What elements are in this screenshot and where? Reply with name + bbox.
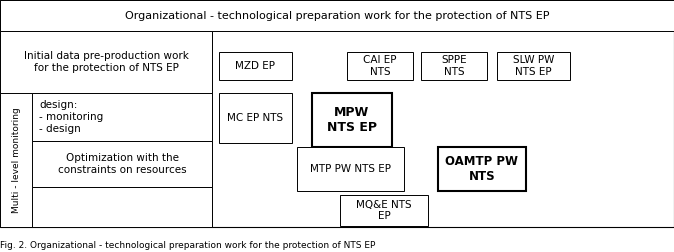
FancyBboxPatch shape <box>438 147 526 191</box>
Text: MQ&E NTS
EP: MQ&E NTS EP <box>357 200 412 221</box>
FancyBboxPatch shape <box>32 141 212 187</box>
Text: MC EP NTS: MC EP NTS <box>227 113 284 123</box>
FancyBboxPatch shape <box>219 52 292 80</box>
FancyBboxPatch shape <box>0 31 212 227</box>
Text: SPPE
NTS: SPPE NTS <box>441 55 467 77</box>
FancyBboxPatch shape <box>32 93 212 141</box>
Text: CAI EP
NTS: CAI EP NTS <box>363 55 397 77</box>
Text: MTP PW NTS EP: MTP PW NTS EP <box>310 164 391 174</box>
Text: design:
- monitoring
- design: design: - monitoring - design <box>39 101 103 134</box>
FancyBboxPatch shape <box>312 93 392 147</box>
FancyBboxPatch shape <box>421 52 487 80</box>
FancyBboxPatch shape <box>219 93 292 143</box>
FancyBboxPatch shape <box>0 0 674 31</box>
Text: OAMTP PW
NTS: OAMTP PW NTS <box>446 155 518 183</box>
Text: Multi - level monitoring: Multi - level monitoring <box>11 107 21 213</box>
Text: MPW
NTS EP: MPW NTS EP <box>327 106 377 134</box>
FancyBboxPatch shape <box>497 52 570 80</box>
Text: MZD EP: MZD EP <box>235 61 276 71</box>
FancyBboxPatch shape <box>0 0 674 227</box>
FancyBboxPatch shape <box>340 195 428 226</box>
FancyBboxPatch shape <box>0 93 32 227</box>
FancyBboxPatch shape <box>32 187 212 227</box>
Text: Organizational - technological preparation work for the protection of NTS EP: Organizational - technological preparati… <box>125 11 549 21</box>
Text: Initial data pre-production work
for the protection of NTS EP: Initial data pre-production work for the… <box>24 51 189 73</box>
Text: SLW PW
NTS EP: SLW PW NTS EP <box>513 55 555 77</box>
Text: Fig. 2. Organizational - technological preparation work for the protection of NT: Fig. 2. Organizational - technological p… <box>0 241 375 250</box>
FancyBboxPatch shape <box>0 31 212 93</box>
FancyBboxPatch shape <box>297 147 404 191</box>
Text: Optimization with the
constraints on resources: Optimization with the constraints on res… <box>58 153 187 175</box>
FancyBboxPatch shape <box>347 52 413 80</box>
